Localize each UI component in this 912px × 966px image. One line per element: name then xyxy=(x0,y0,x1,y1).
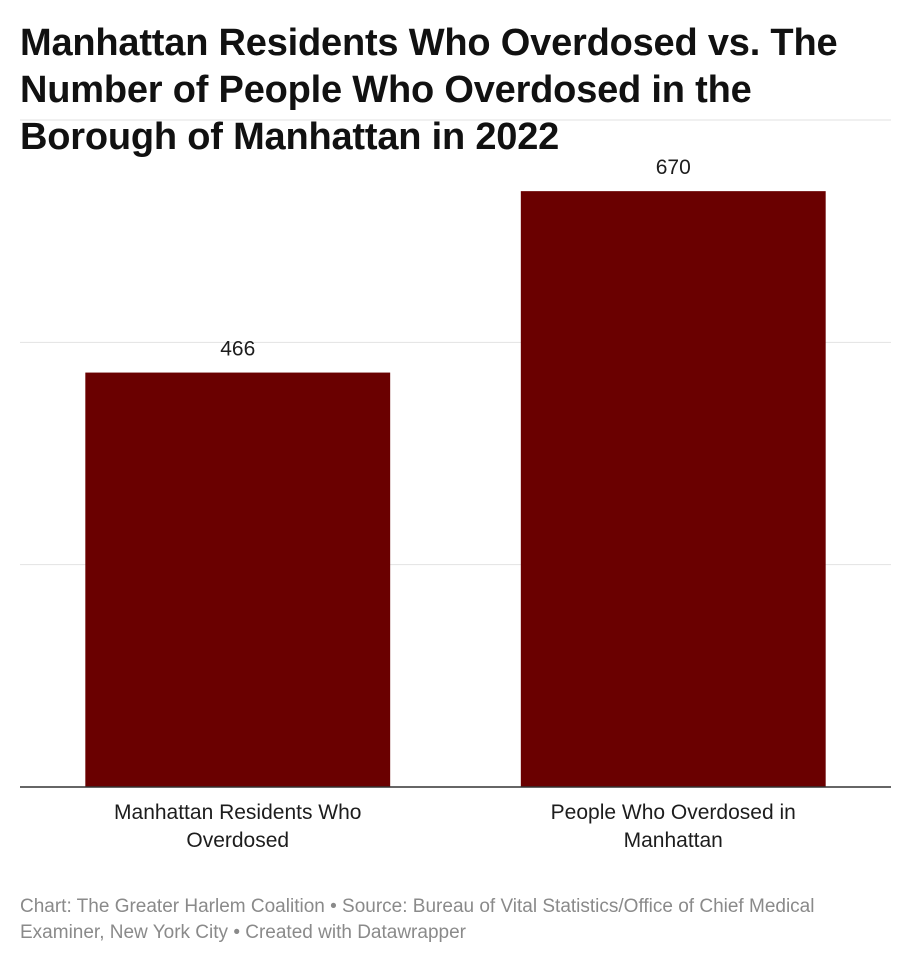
footer-credit: Chart: The Greater Harlem Coalition xyxy=(20,896,325,917)
chart-footer: Chart: The Greater Harlem Coalition • So… xyxy=(20,894,880,946)
category-label-line: Manhattan Residents Who xyxy=(114,801,361,824)
footer-tool: Created with Datawrapper xyxy=(245,922,466,943)
footer-separator: • xyxy=(233,922,240,943)
bars xyxy=(85,191,826,787)
value-label: 670 xyxy=(656,156,691,179)
category-label: Manhattan Residents Who Overdosed xyxy=(114,801,361,852)
value-labels: 466 670 xyxy=(220,156,691,360)
category-label-line: Manhattan xyxy=(624,829,723,852)
category-label-line: Overdosed xyxy=(186,829,289,852)
category-label: People Who Overdosed in Manhattan xyxy=(551,801,796,852)
category-labels: Manhattan Residents Who Overdosed People W… xyxy=(114,801,796,852)
value-label: 466 xyxy=(220,338,255,361)
category-label-line: People Who Overdosed in xyxy=(551,801,796,824)
footer-separator: • xyxy=(330,896,337,917)
bar xyxy=(85,372,391,787)
footer-source: Source: Bureau of Vital Statistics/Offic… xyxy=(20,896,815,943)
chart-title: Manhattan Residents Who Overdosed vs. Th… xyxy=(20,22,838,158)
bar xyxy=(520,191,826,787)
